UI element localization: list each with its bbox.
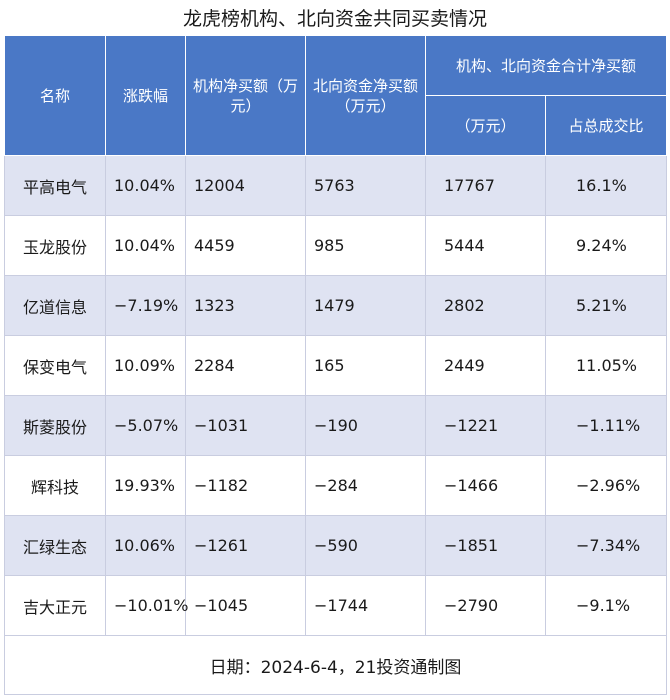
cell-change: 10.04% (105, 215, 186, 276)
table-row: 亿道信息 −7.19% 1323 1479 2802 5.21% (4, 275, 668, 336)
cell-change: −7.19% (105, 275, 186, 336)
header-combined-value: （万元） (425, 95, 546, 156)
cell-north: −284 (305, 455, 426, 516)
cell-total: 2802 (425, 275, 546, 336)
cell-name: 保变电气 (4, 335, 106, 396)
header-combined-group: 机构、北向资金合计净买额 (424, 35, 668, 96)
cell-name: 亿道信息 (4, 275, 106, 336)
header-change: 涨跌幅 (105, 35, 186, 156)
table-row: 辉科技 19.93% −1182 −284 −1466 −2.96% (4, 455, 668, 516)
cell-total: 17767 (425, 155, 546, 216)
table-row: 斯菱股份 −5.07% −1031 −190 −1221 −1.11% (4, 395, 668, 456)
table-row: 汇绿生态 10.06% −1261 −590 −1851 −7.34% (4, 515, 668, 576)
header-north: 北向资金净买额（万元） (305, 35, 426, 156)
cell-change: 19.93% (105, 455, 186, 516)
cell-ratio: −9.1% (544, 575, 668, 636)
cell-change: −10.01% (105, 575, 188, 636)
cell-change: −5.07% (105, 395, 186, 456)
cell-ratio: 5.21% (544, 275, 668, 336)
table-row: 平高电气 10.04% 12004 5763 17767 16.1% (4, 155, 668, 216)
cell-ratio: −7.34% (544, 515, 668, 576)
cell-total: 5444 (425, 215, 546, 276)
cell-north: −1744 (305, 575, 426, 636)
cell-north: 1479 (305, 275, 426, 336)
cell-name: 辉科技 (4, 455, 106, 516)
cell-change: 10.09% (105, 335, 186, 396)
cell-inst: 4459 (185, 215, 306, 276)
cell-inst: 2284 (185, 335, 306, 396)
cell-name: 斯菱股份 (4, 395, 106, 456)
cell-name: 平高电气 (4, 155, 106, 216)
cell-ratio: 9.24% (544, 215, 668, 276)
cell-change: 10.04% (105, 155, 186, 216)
header-combined-ratio: 占总成交比 (544, 95, 668, 156)
cell-total: −1221 (425, 395, 546, 456)
cell-ratio: −1.11% (544, 395, 668, 456)
cell-ratio: −2.96% (544, 455, 668, 516)
table-row: 玉龙股份 10.04% 4459 985 5444 9.24% (4, 215, 668, 276)
cell-north: 985 (305, 215, 426, 276)
table-row: 保变电气 10.09% 2284 165 2449 11.05% (4, 335, 668, 396)
cell-total: −1851 (425, 515, 546, 576)
cell-north: −590 (305, 515, 426, 576)
cell-name: 玉龙股份 (4, 215, 106, 276)
footer-note: 日期：2024-6-4，21投资通制图 (3, 635, 668, 695)
cell-inst: −1261 (185, 515, 306, 576)
cell-total: −1466 (425, 455, 546, 516)
cell-north: 5763 (305, 155, 426, 216)
cell-ratio: 11.05% (544, 335, 668, 396)
cell-name: 汇绿生态 (4, 515, 106, 576)
data-table: 名称 涨跌幅 机构净买额（万元） 北向资金净买额（万元） 机构、北向资金合计净买… (3, 35, 668, 695)
cell-total: −2790 (425, 575, 546, 636)
cell-inst: 12004 (185, 155, 306, 216)
cell-change: 10.06% (105, 515, 186, 576)
cell-inst: −1045 (185, 575, 306, 636)
cell-north: 165 (305, 335, 426, 396)
table-title: 龙虎榜机构、北向资金共同买卖情况 (182, 8, 487, 30)
cell-inst: 1323 (185, 275, 306, 336)
table-row: 吉大正元 −10.01% −1045 −1744 −2790 −9.1% (4, 575, 668, 636)
cell-name: 吉大正元 (4, 575, 106, 636)
table-body: 平高电气 10.04% 12004 5763 17767 16.1% 玉龙股份 10.04% 4… (4, 155, 668, 636)
cell-inst: −1031 (185, 395, 306, 456)
header-name: 名称 (4, 35, 106, 156)
cell-inst: −1182 (185, 455, 306, 516)
cell-ratio: 16.1% (544, 155, 668, 216)
cell-total: 2449 (425, 335, 546, 396)
cell-north: −190 (305, 395, 426, 456)
header-inst: 机构净买额（万元） (185, 35, 306, 156)
